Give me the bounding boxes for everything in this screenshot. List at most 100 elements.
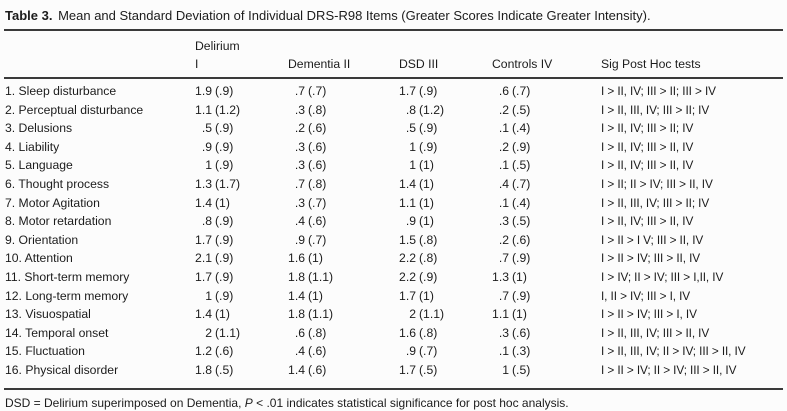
dsd-value: .9 (.7): [405, 344, 438, 359]
delirium-value: 1.4 (1): [195, 195, 230, 210]
table-row: 8. Motor retardation .8 (.9) .4 (.6) .9 (1) .3(…: [4, 212, 783, 231]
top-rule: [4, 29, 783, 31]
table-row: 14. Temporal onset 2 (1.1) .6 (.8) 1.6 (.8) .3(…: [4, 324, 783, 343]
posthoc-value: I > II, IV; III > II, IV: [601, 214, 694, 229]
posthoc-value: I > II, III, IV; III > II; IV: [601, 102, 710, 117]
dsd-value: 1.7 (.9): [399, 84, 438, 98]
controls-value: .7 (.9): [498, 288, 531, 303]
item-label: 16. Physical disorder: [5, 362, 119, 377]
item-label: 8. Motor retardation: [5, 214, 112, 229]
header-posthoc: Sig Post Hoc tests: [601, 57, 701, 71]
posthoc-value: I, II > IV; III > I, IV: [601, 288, 691, 303]
delirium-value: 1.7 (.9): [195, 232, 234, 247]
controls-value: .2 (.5): [498, 102, 531, 117]
dementia-value: .7 (.7): [294, 84, 327, 98]
controls-value: .1 (.4): [498, 121, 531, 136]
delirium-value: 1.8 (.5): [195, 362, 234, 377]
dementia-value: .3 (.8): [294, 102, 327, 117]
posthoc-value: I > II, III, IV; III > II, IV: [601, 325, 710, 340]
header-delirium-line2: I: [195, 57, 199, 71]
footnote-prefix: DSD = Delirium superimposed on Dementia,: [5, 395, 245, 410]
table-row: 3. Delusions .5 (.9) .2 (.6) .5 (.9) .1 (.4) I > …: [4, 119, 783, 138]
dementia-value: .6 (.8): [294, 325, 327, 340]
dementia-value: 1.6 (1): [288, 251, 323, 266]
posthoc-value: I > II > IV; II > IV; III > II, IV: [601, 362, 737, 377]
table-row: 16. Physical disorder 1.8 (.5) 1.4 (.6) 1.7 (.…: [4, 361, 783, 380]
item-label: 12. Long-term memory: [5, 288, 129, 303]
dsd-value: 1.1 (1): [399, 195, 434, 210]
header-delirium: Delirium I: [195, 37, 288, 73]
delirium-value: 1.7 (.9): [195, 269, 234, 284]
table-row: 5. Language 1 (.9) .3 (.6) 1 (1) .1 (.5) I > II, …: [4, 156, 783, 175]
delirium-value: 1 (.9): [205, 288, 234, 303]
item-label: 10. Attention: [5, 251, 73, 266]
posthoc-value: I > II; II > IV; III > II, IV: [601, 176, 713, 191]
controls-value: .2 (.9): [498, 139, 531, 154]
delirium-value: 1.3 (1.7): [195, 176, 241, 191]
dsd-value: 2.2 (.9): [399, 269, 438, 284]
delirium-value: .5 (.9): [201, 121, 234, 136]
table-row: 6. Thought process 1.3 (1.7) .7 (.8) 1.4 (1) .4…: [4, 175, 783, 194]
table-title: Table 3. Mean and Standard Deviation of …: [4, 4, 783, 29]
table-row: 10. Attention 2.1 (.9) 1.6 (1) 2.2 (.8) .7 (.9) I…: [4, 249, 783, 268]
controls-value: .2 (.6): [498, 232, 531, 247]
dsd-value: .5 (.9): [405, 121, 438, 136]
dsd-value: 2 (1.1): [409, 307, 445, 322]
dsd-value: 1.4 (1): [399, 176, 434, 191]
delirium-value: 1 (.9): [205, 158, 234, 173]
item-label: 15. Fluctuation: [5, 344, 85, 359]
controls-value: .4 (.7): [498, 176, 531, 191]
dementia-value: .2 (.6): [294, 121, 327, 136]
header-rule: [4, 77, 783, 79]
delirium-value: 1.4 (1): [195, 307, 230, 322]
bottom-rule: [4, 387, 783, 390]
dsd-value: 1 (1): [409, 158, 434, 173]
delirium-value: .8 (.9): [201, 214, 234, 229]
item-label: 14. Temporal onset: [5, 325, 109, 340]
footnote-suffix: < .01 indicates statistical significance…: [252, 395, 569, 410]
dementia-value: .4 (.6): [294, 344, 327, 359]
dementia-value: .3 (.6): [294, 158, 327, 173]
delirium-value: 1.1 (1.2): [195, 102, 241, 117]
dementia-value: 1.8 (1.1): [288, 307, 334, 322]
item-label: 3. Delusions: [5, 121, 73, 136]
item-label: 5. Language: [5, 158, 73, 173]
controls-value: .1 (.3): [498, 344, 531, 359]
delirium-value: 1.9 (.9): [195, 84, 234, 98]
delirium-value: 2.1 (.9): [195, 251, 234, 266]
dsd-value: 1.5 (.8): [399, 232, 438, 247]
dementia-value: .4 (.6): [294, 214, 327, 229]
controls-value: .3 (.6): [498, 325, 531, 340]
item-label: 7. Motor Agitation: [5, 195, 100, 210]
posthoc-value: I > II, IV; III > II; IV: [601, 121, 694, 136]
controls-value: 1 (.5): [502, 362, 531, 377]
posthoc-value: I > IV; II > IV; III > I,II, IV: [601, 269, 724, 284]
controls-value: .1 (.4): [498, 195, 531, 210]
controls-value: 1.1 (1): [492, 307, 527, 322]
dsd-value: .8 (1.2): [405, 102, 445, 117]
dementia-value: 1.8 (1.1): [288, 269, 334, 284]
table-row: 2. Perceptual disturbance 1.1 (1.2) .3 (.8).…: [4, 101, 783, 120]
item-label: 11. Short-term memory: [5, 269, 130, 284]
item-label: 9. Orientation: [5, 232, 79, 247]
delirium-value: 1.2 (.6): [195, 344, 234, 359]
posthoc-value: I > II, IV; III > II, IV: [601, 139, 694, 154]
item-label: 6. Thought process: [5, 176, 110, 191]
controls-value: .7 (.9): [498, 251, 531, 266]
table-footnote: DSD = Delirium superimposed on Dementia,…: [4, 390, 783, 411]
header-dsd: DSD III: [399, 57, 439, 71]
footnote-p-symbol: P: [244, 395, 253, 410]
controls-value: .3 (.5): [498, 214, 531, 229]
dsd-value: 1.6 (.8): [399, 325, 438, 340]
dementia-value: .7 (.8): [294, 176, 327, 191]
table-row: 4. Liability .9 (.9) .3 (.6) 1 (.9) .2 (.9) I > I…: [4, 138, 783, 157]
controls-value: 1.3 (1): [492, 269, 527, 284]
delirium-value: .9 (.9): [201, 139, 234, 154]
posthoc-value: I > II > I V; III > II, IV: [601, 232, 704, 247]
dsd-value: 1.7 (.5): [399, 362, 438, 377]
dementia-value: .3 (.7): [294, 195, 327, 210]
posthoc-value: I > II > IV; III > II, IV: [601, 251, 701, 266]
table-row: 13. Visuospatial 1.4 (1) 1.8 (1.1) 2 (1.1) 1.1(…: [4, 305, 783, 324]
table-row: 7. Motor Agitation 1.4 (1) .3 (.7) 1.1 (1) .1 (.…: [4, 194, 783, 213]
